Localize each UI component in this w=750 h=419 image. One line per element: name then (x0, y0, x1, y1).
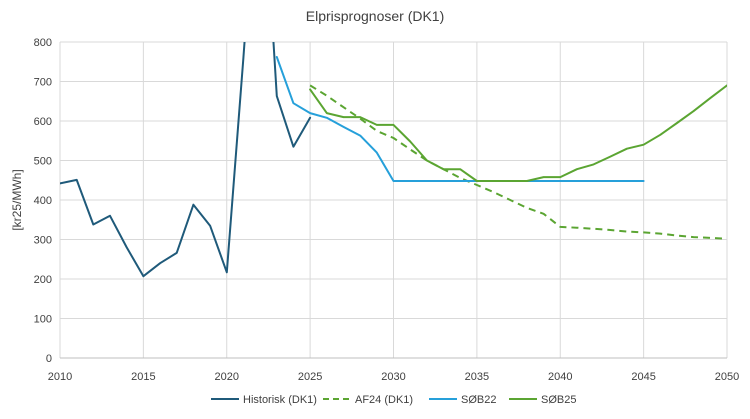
y-tick-label: 0 (46, 353, 52, 365)
y-tick-label: 800 (34, 37, 52, 49)
x-tick-label: 2035 (465, 371, 489, 383)
y-tick-label: 400 (34, 195, 52, 207)
tick-labels: 0 100 200 300 400 500 600 700 800 2010 2015 2020 202… (34, 37, 740, 383)
y-tick-label: 300 (34, 235, 52, 247)
x-tick-label: 2015 (131, 371, 155, 383)
chart-title: Elprisprognoser (DK1) (306, 8, 445, 24)
x-tick-label: 2050 (715, 371, 739, 383)
series-line-1 (309, 84, 727, 240)
y-axis-title: [kr25/MWh] (10, 169, 24, 230)
series-line-0 (60, 42, 312, 278)
legend-label-0: Historisk (DK1) (243, 394, 317, 406)
y-tick-label: 700 (34, 77, 52, 89)
x-tick-label: 2030 (381, 371, 405, 383)
x-tick-label: 2040 (548, 371, 572, 383)
legend-label-1: AF24 (DK1) (355, 394, 413, 406)
y-tick-label: 100 (34, 314, 52, 326)
legend: Historisk (DK1) AF24 (DK1) SØB22 SØB25 (211, 394, 576, 406)
series-line-3 (309, 84, 727, 182)
y-tick-label: 200 (34, 274, 52, 286)
series-lines (60, 42, 727, 278)
x-tick-label: 2020 (215, 371, 239, 383)
legend-label-3: SØB25 (541, 394, 576, 406)
y-tick-label: 500 (34, 156, 52, 168)
x-tick-label: 2010 (48, 371, 72, 383)
x-tick-label: 2025 (298, 371, 322, 383)
y-tick-label: 600 (34, 116, 52, 128)
x-tick-label: 2045 (631, 371, 655, 383)
legend-label-2: SØB22 (461, 394, 496, 406)
gridlines (59, 41, 728, 359)
